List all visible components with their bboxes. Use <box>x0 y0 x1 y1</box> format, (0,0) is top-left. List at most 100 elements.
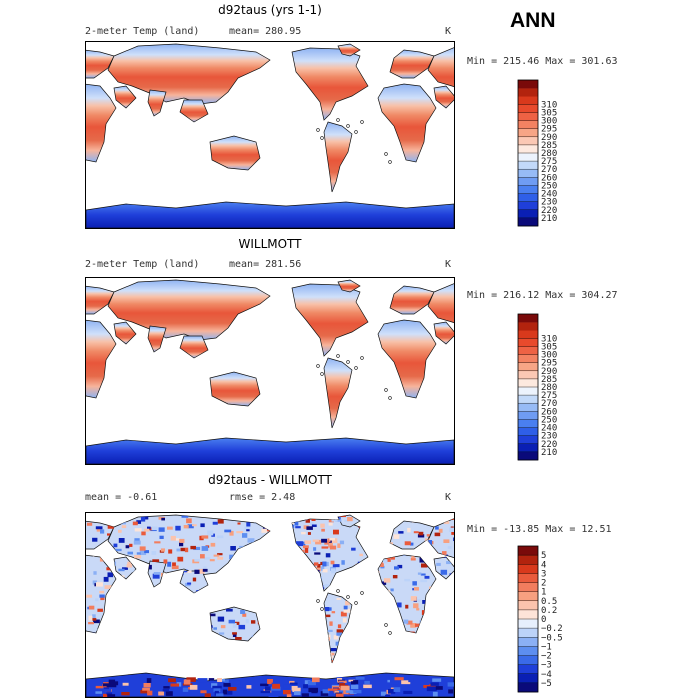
difference-cell <box>411 517 416 523</box>
panel-1-colorbar: 210 220 230 240 250 260 270 275 280 285 290 295 300 3… <box>517 79 578 227</box>
land-north-america <box>291 283 369 357</box>
difference-cell <box>311 524 317 527</box>
difference-cell <box>393 687 401 693</box>
panel-3-map <box>85 512 455 698</box>
difference-cell <box>254 546 261 550</box>
difference-cell <box>279 640 284 643</box>
difference-cell <box>251 637 255 641</box>
difference-cell <box>275 652 280 656</box>
difference-cell <box>388 689 396 694</box>
land-arabia <box>433 321 454 345</box>
colorbar-swatch <box>518 144 538 154</box>
difference-cell <box>304 680 311 685</box>
difference-cell <box>343 605 348 610</box>
difference-cell <box>207 659 214 663</box>
difference-cell <box>435 686 443 690</box>
difference-cell <box>424 631 430 637</box>
difference-cell <box>342 655 346 659</box>
panel-2-minmax: Min = 216.12 Max = 304.27 <box>467 290 618 301</box>
difference-cell <box>224 679 229 683</box>
difference-cell <box>279 550 285 554</box>
difference-cell <box>321 546 329 549</box>
difference-cell <box>136 520 142 524</box>
difference-cell <box>132 573 138 579</box>
difference-cell <box>139 588 144 593</box>
panel-3-unit: K <box>445 492 452 503</box>
colorbar-tick-label: 305 <box>541 342 557 352</box>
difference-cell <box>300 617 307 621</box>
difference-cell <box>331 538 338 544</box>
colorbar-tick-label: −0.2 <box>541 624 563 634</box>
difference-cell <box>336 632 342 636</box>
difference-cell <box>307 590 313 595</box>
difference-cell <box>237 667 243 669</box>
difference-cell <box>306 526 313 530</box>
difference-cell <box>403 690 413 695</box>
difference-cell <box>295 526 301 529</box>
difference-cell <box>420 579 428 583</box>
difference-cell <box>295 568 301 572</box>
colorbar-swatch <box>518 322 538 331</box>
difference-cell <box>141 531 146 536</box>
difference-cell <box>178 606 183 610</box>
difference-cell <box>258 596 264 601</box>
difference-cell <box>438 584 443 588</box>
difference-cell <box>330 560 335 565</box>
difference-cell <box>369 625 374 629</box>
difference-cell <box>151 551 157 555</box>
difference-cell <box>332 685 342 689</box>
colorbar-swatch <box>518 88 538 97</box>
difference-cell <box>412 644 417 648</box>
difference-cell <box>279 526 286 529</box>
difference-cell <box>272 664 279 669</box>
colorbar-tick-label: 250 <box>541 181 557 191</box>
island-outline <box>336 118 340 122</box>
land-arabia <box>113 321 137 345</box>
difference-cell <box>358 524 365 528</box>
difference-cell <box>292 640 298 644</box>
difference-cell <box>137 573 141 577</box>
difference-cell <box>370 557 376 563</box>
difference-cell <box>435 516 441 519</box>
colorbar-tick-label: 295 <box>541 359 557 369</box>
difference-cell <box>322 689 330 694</box>
difference-cell <box>452 561 454 565</box>
difference-cell <box>431 552 438 556</box>
difference-cell <box>234 556 239 561</box>
difference-cell <box>144 550 150 554</box>
difference-cell <box>156 642 162 645</box>
difference-cell <box>132 521 138 526</box>
difference-cell <box>431 632 436 637</box>
difference-cell <box>153 572 161 575</box>
difference-cell <box>224 672 228 675</box>
difference-cell <box>217 553 223 556</box>
difference-cell <box>310 654 317 658</box>
difference-cell <box>102 688 112 692</box>
difference-cell <box>265 573 269 578</box>
colorbar-tick-label: −4 <box>541 670 552 680</box>
difference-cell <box>253 658 259 663</box>
difference-cell <box>217 519 224 524</box>
difference-cell <box>127 656 135 662</box>
colorbar-swatch <box>518 573 538 583</box>
difference-cell <box>92 537 98 542</box>
difference-cell <box>425 549 430 552</box>
difference-cell <box>170 594 176 599</box>
difference-cell <box>274 611 282 616</box>
difference-cell <box>361 629 366 633</box>
difference-cell <box>430 682 439 686</box>
difference-cell <box>278 655 282 659</box>
difference-cell <box>261 539 267 543</box>
difference-cell <box>88 664 91 669</box>
difference-cell <box>397 602 402 608</box>
difference-cell <box>292 687 301 693</box>
difference-cell <box>383 612 390 615</box>
difference-cell <box>336 656 343 660</box>
difference-cell <box>260 642 267 646</box>
colorbar-swatch <box>518 96 538 105</box>
difference-cell <box>155 629 159 633</box>
difference-cell <box>213 554 220 557</box>
difference-cell <box>379 613 386 616</box>
difference-cell <box>400 551 406 556</box>
difference-cell <box>149 641 155 646</box>
